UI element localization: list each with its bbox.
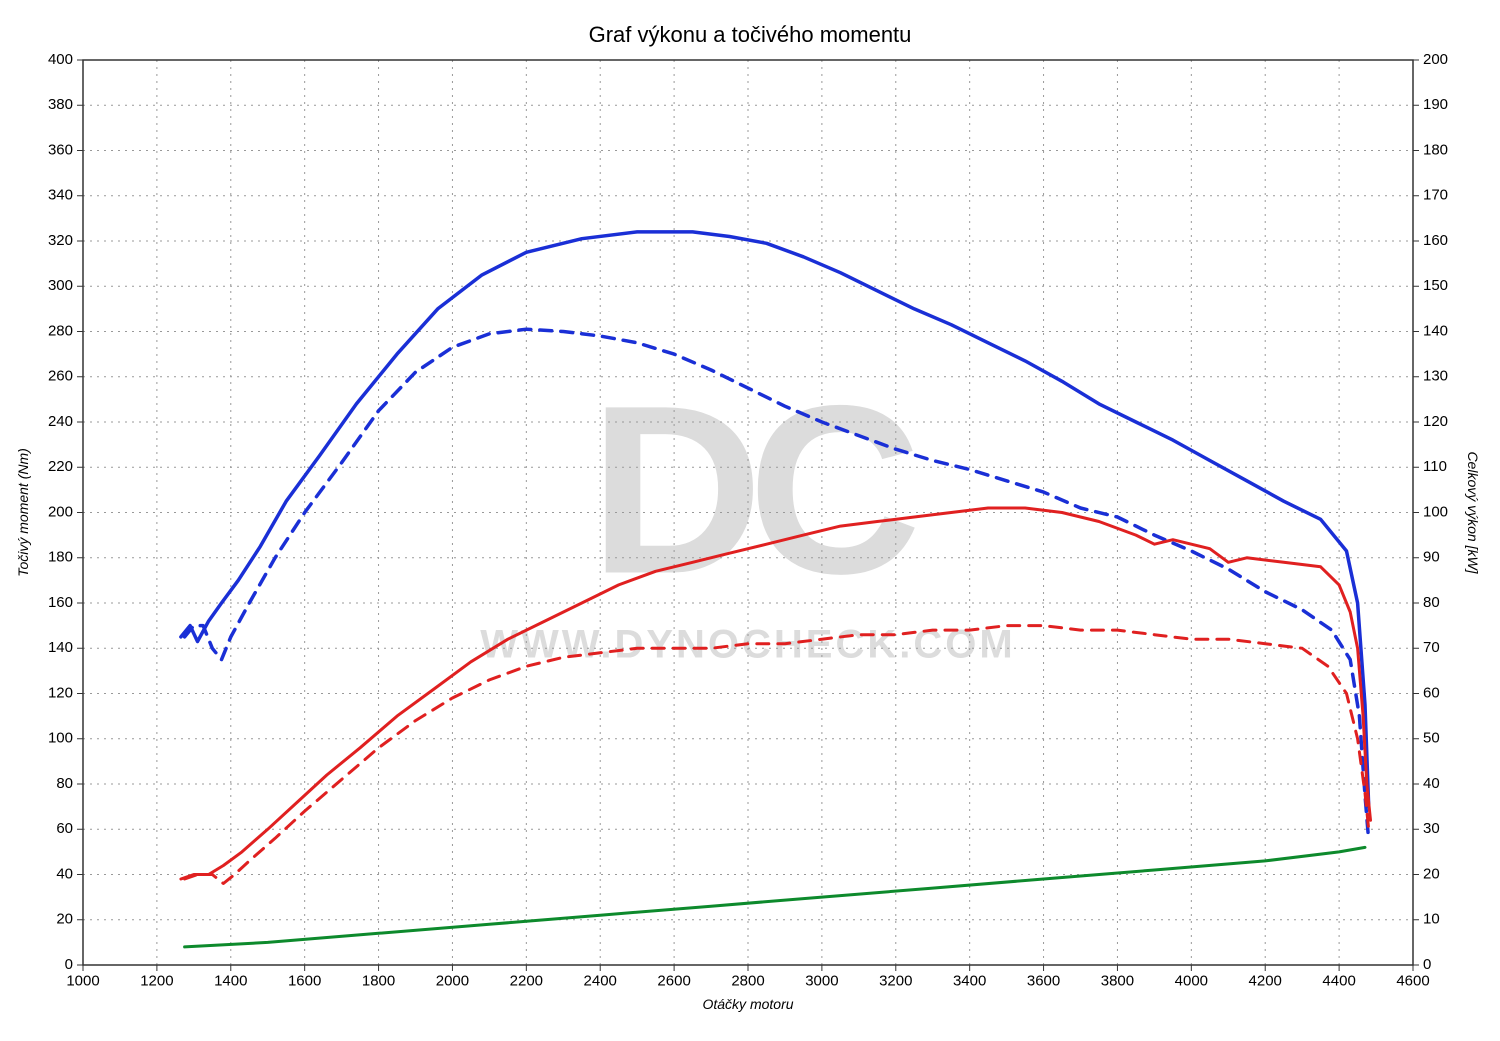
y-right-tick-label: 70: [1423, 639, 1440, 656]
y-left-tick-label: 60: [56, 820, 73, 837]
y-left-tick-label: 0: [65, 956, 73, 973]
y-left-tick-label: 180: [48, 549, 73, 566]
y-right-tick-label: 120: [1423, 413, 1448, 430]
y-right-tick-label: 190: [1423, 96, 1448, 113]
x-tick-label: 3800: [1101, 972, 1134, 989]
y-right-tick-label: 160: [1423, 232, 1448, 249]
y-left-tick-label: 360: [48, 141, 73, 158]
y-right-tick-label: 100: [1423, 503, 1448, 520]
x-tick-label: 2200: [510, 972, 543, 989]
y-left-tick-label: 100: [48, 730, 73, 747]
y-right-tick-label: 150: [1423, 277, 1448, 294]
y-right-tick-label: 30: [1423, 820, 1440, 837]
y-left-tick-label: 240: [48, 413, 73, 430]
y-right-tick-label: 50: [1423, 730, 1440, 747]
y-left-axis-label: Točivý moment (Nm): [15, 448, 31, 577]
y-left-tick-label: 300: [48, 277, 73, 294]
y-right-tick-label: 60: [1423, 684, 1440, 701]
x-tick-label: 1200: [140, 972, 173, 989]
chart-title: Graf výkonu a točivého momentu: [0, 22, 1500, 48]
y-right-tick-label: 140: [1423, 322, 1448, 339]
x-tick-label: 4400: [1322, 972, 1355, 989]
y-left-tick-label: 120: [48, 684, 73, 701]
x-tick-label: 2800: [731, 972, 764, 989]
x-tick-label: 1000: [66, 972, 99, 989]
x-tick-label: 2000: [436, 972, 469, 989]
y-right-tick-label: 10: [1423, 911, 1440, 928]
watermark-logo: DC: [590, 356, 915, 624]
y-right-tick-label: 170: [1423, 187, 1448, 204]
y-left-tick-label: 220: [48, 458, 73, 475]
x-tick-label: 1400: [214, 972, 247, 989]
y-right-tick-label: 80: [1423, 594, 1440, 611]
y-right-tick-label: 0: [1423, 956, 1431, 973]
x-tick-label: 1600: [288, 972, 321, 989]
x-tick-label: 4200: [1249, 972, 1282, 989]
x-tick-label: 3600: [1027, 972, 1060, 989]
y-right-tick-label: 20: [1423, 865, 1440, 882]
series-loss_power: [185, 847, 1365, 947]
x-tick-label: 3000: [805, 972, 838, 989]
y-left-tick-label: 40: [56, 865, 73, 882]
y-right-tick-label: 130: [1423, 368, 1448, 385]
y-right-tick-label: 200: [1423, 51, 1448, 68]
y-right-axis-label: Celkový výkon [kW]: [1465, 451, 1481, 574]
y-right-tick-label: 180: [1423, 141, 1448, 158]
dyno-chart: Graf výkonu a točivého momentu DCWWW.DYN…: [0, 0, 1500, 1041]
x-tick-label: 3400: [953, 972, 986, 989]
x-tick-label: 2600: [657, 972, 690, 989]
y-left-tick-label: 340: [48, 187, 73, 204]
x-tick-label: 2400: [584, 972, 617, 989]
chart-canvas: DCWWW.DYNOCHECK.COM100012001400160018002…: [0, 0, 1500, 1041]
y-left-tick-label: 20: [56, 911, 73, 928]
x-axis-label: Otáčky motoru: [702, 996, 793, 1012]
x-tick-label: 4600: [1396, 972, 1429, 989]
y-right-tick-label: 90: [1423, 549, 1440, 566]
y-right-tick-label: 40: [1423, 775, 1440, 792]
x-tick-label: 1800: [362, 972, 395, 989]
y-left-tick-label: 80: [56, 775, 73, 792]
y-right-tick-label: 110: [1423, 458, 1447, 475]
y-left-tick-label: 280: [48, 322, 73, 339]
y-left-tick-label: 320: [48, 232, 73, 249]
x-tick-label: 3200: [879, 972, 912, 989]
y-left-tick-label: 160: [48, 594, 73, 611]
y-left-tick-label: 400: [48, 51, 73, 68]
x-tick-label: 4000: [1175, 972, 1208, 989]
y-left-tick-label: 380: [48, 96, 73, 113]
y-left-tick-label: 200: [48, 503, 73, 520]
y-left-tick-label: 140: [48, 639, 73, 656]
y-left-tick-label: 260: [48, 368, 73, 385]
